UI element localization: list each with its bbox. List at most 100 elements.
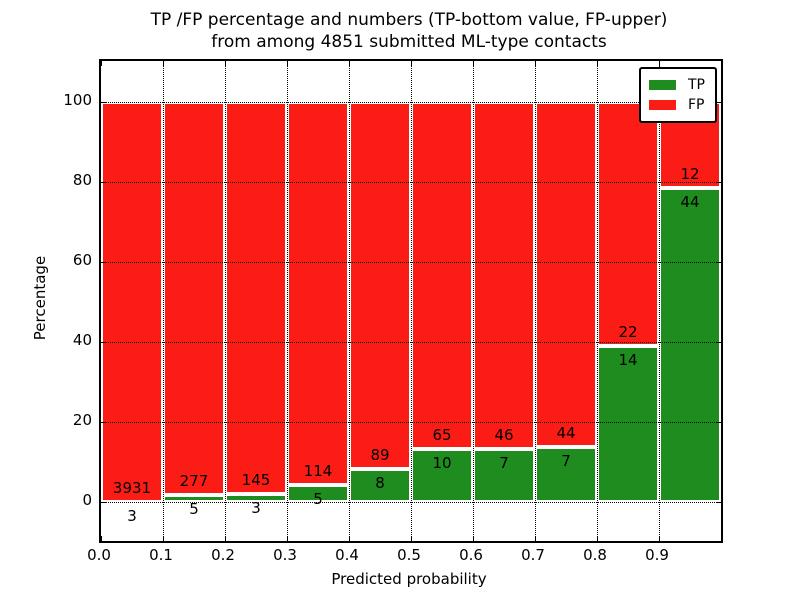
tp-count-label: 3 bbox=[127, 506, 137, 525]
x-tick-mark bbox=[349, 536, 350, 541]
bar-segment-fp bbox=[163, 102, 225, 495]
gridline-vertical bbox=[225, 61, 226, 541]
x-tick-mark bbox=[659, 536, 660, 541]
x-tick-mark-top bbox=[659, 61, 660, 66]
gridline-vertical bbox=[473, 61, 474, 541]
y-tick-label: 0 bbox=[82, 491, 92, 509]
tp-count-label: 7 bbox=[561, 452, 571, 471]
y-tick-mark-right bbox=[716, 102, 721, 103]
x-tick-label: 0.7 bbox=[521, 546, 545, 564]
tp-count-label: 8 bbox=[375, 474, 385, 492]
y-tick-mark-right bbox=[716, 262, 721, 263]
x-tick-mark-top bbox=[101, 61, 102, 66]
tp-count-label: 5 bbox=[189, 499, 199, 518]
x-tick-mark-top bbox=[473, 61, 474, 66]
legend-label-tp: TP bbox=[688, 77, 705, 93]
x-tick-label: 0.9 bbox=[645, 546, 669, 564]
gridline-vertical bbox=[535, 61, 536, 541]
bar-segment-fp bbox=[349, 102, 411, 469]
fp-count-label: 89 bbox=[370, 446, 390, 464]
x-tick-mark-top bbox=[225, 61, 226, 66]
bar-segment-tp bbox=[287, 485, 349, 502]
x-tick-label: 0.6 bbox=[459, 546, 483, 564]
bar-segment-tp bbox=[411, 448, 473, 502]
x-tick-label: 0.8 bbox=[583, 546, 607, 564]
x-tick-mark-top bbox=[163, 61, 164, 66]
legend-row-fp: FP bbox=[649, 95, 705, 115]
bar-segment-fp bbox=[225, 102, 287, 494]
x-tick-label: 0.5 bbox=[397, 546, 421, 564]
y-tick-label: 20 bbox=[72, 411, 92, 429]
fp-count-label: 46 bbox=[494, 426, 514, 445]
bar-segment-fp bbox=[473, 102, 535, 450]
tp-count-label: 10 bbox=[432, 453, 452, 472]
plot-area: TP FP 3931 3 277 5 145 3 114 5 89 8 65 10 46 7 44 7 22 14 1… bbox=[99, 59, 723, 543]
y-tick-mark-right bbox=[716, 182, 721, 183]
y-tick-mark-right bbox=[716, 342, 721, 343]
x-tick-mark-top bbox=[597, 61, 598, 66]
tp-count-label: 5 bbox=[313, 490, 323, 509]
x-tick-mark bbox=[287, 536, 288, 541]
legend-row-tp: TP bbox=[649, 75, 705, 95]
gridline-vertical bbox=[597, 61, 598, 541]
bar-segment-fp bbox=[411, 102, 473, 449]
x-tick-label: 0.1 bbox=[149, 546, 173, 564]
fp-count-label: 114 bbox=[303, 462, 333, 481]
y-tick-mark bbox=[101, 422, 106, 423]
x-tick-label: 0.0 bbox=[87, 546, 111, 564]
chart-title: TP /FP percentage and numbers (TP-bottom… bbox=[109, 9, 709, 53]
x-tick-mark bbox=[101, 536, 102, 541]
y-tick-mark bbox=[101, 182, 106, 183]
bar-segment-fp bbox=[101, 102, 163, 502]
y-tick-label: 80 bbox=[72, 171, 92, 189]
x-tick-label: 0.3 bbox=[273, 546, 297, 564]
y-tick-mark bbox=[101, 502, 106, 503]
tp-count-label: 14 bbox=[618, 351, 638, 370]
x-tick-label: 0.4 bbox=[335, 546, 359, 564]
fp-count-label: 145 bbox=[241, 470, 271, 489]
x-tick-mark-top bbox=[411, 61, 412, 66]
legend-swatch-tp bbox=[649, 80, 676, 90]
gridline-vertical bbox=[411, 61, 412, 541]
y-tick-mark bbox=[101, 102, 106, 103]
bar-segment-tp bbox=[597, 346, 659, 502]
bar-segment-fp bbox=[287, 102, 349, 486]
bar-segment-tp bbox=[225, 493, 287, 502]
bar-segment-tp bbox=[473, 449, 535, 502]
tp-count-label: 3 bbox=[251, 498, 261, 517]
legend-label-fp: FP bbox=[688, 97, 705, 113]
y-tick-label: 40 bbox=[72, 331, 92, 349]
bar-segment-tp bbox=[163, 494, 225, 502]
y-tick-label: 100 bbox=[63, 91, 92, 109]
x-tick-mark-top bbox=[287, 61, 288, 66]
fp-count-label: 12 bbox=[680, 164, 700, 183]
y-axis-label: Percentage bbox=[31, 255, 49, 341]
bar-segment-tp bbox=[349, 469, 411, 502]
gridline-vertical bbox=[287, 61, 288, 541]
x-tick-mark bbox=[597, 536, 598, 541]
x-tick-mark bbox=[411, 536, 412, 541]
chart-title-line2: from among 4851 submitted ML-type contac… bbox=[211, 32, 607, 52]
bar-segment-tp bbox=[535, 447, 597, 502]
chart-title-line1: TP /FP percentage and numbers (TP-bottom… bbox=[150, 10, 668, 30]
fp-count-label: 22 bbox=[618, 323, 638, 342]
bar-segment-fp bbox=[597, 102, 659, 347]
x-tick-mark bbox=[535, 536, 536, 541]
bar-segment-tp bbox=[659, 187, 721, 502]
tp-count-label: 44 bbox=[680, 192, 700, 211]
gridline-vertical bbox=[349, 61, 350, 541]
fp-count-label: 65 bbox=[432, 425, 452, 444]
x-axis-label: Predicted probability bbox=[331, 570, 487, 588]
x-tick-mark bbox=[225, 536, 226, 541]
fp-count-label: 277 bbox=[179, 471, 209, 490]
fp-count-label: 3931 bbox=[112, 478, 152, 497]
x-tick-mark bbox=[163, 536, 164, 541]
tp-count-label: 7 bbox=[499, 454, 509, 473]
fp-count-label: 44 bbox=[556, 424, 576, 443]
y-tick-mark-right bbox=[716, 502, 721, 503]
y-tick-mark bbox=[101, 262, 106, 263]
x-tick-mark-top bbox=[535, 61, 536, 66]
x-tick-label: 0.2 bbox=[211, 546, 235, 564]
legend: TP FP bbox=[639, 67, 717, 123]
